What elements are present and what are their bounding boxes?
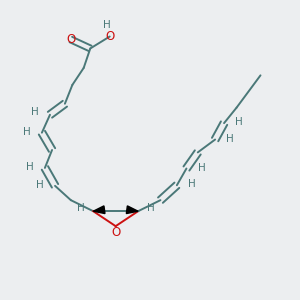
Text: O: O (111, 226, 120, 239)
Polygon shape (93, 206, 105, 214)
Text: H: H (26, 162, 34, 172)
Text: H: H (76, 202, 84, 213)
Text: H: H (31, 107, 39, 117)
Text: H: H (23, 127, 31, 137)
Polygon shape (126, 206, 138, 214)
Text: H: H (236, 117, 243, 127)
Text: H: H (147, 202, 155, 213)
Text: H: H (36, 180, 44, 190)
Text: H: H (188, 179, 196, 189)
Text: H: H (103, 20, 111, 30)
Text: H: H (198, 163, 206, 172)
Text: O: O (66, 33, 76, 46)
Text: H: H (226, 134, 234, 144)
Text: O: O (105, 30, 114, 43)
